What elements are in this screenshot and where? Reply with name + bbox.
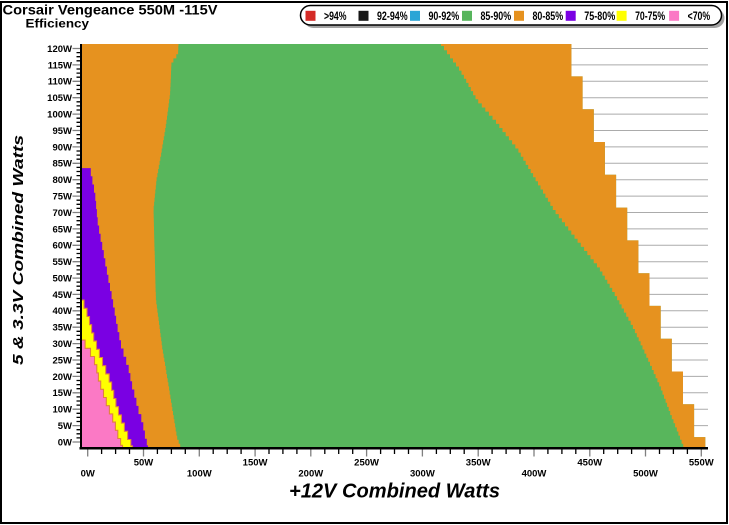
- svg-text:92-94%: 92-94%: [377, 11, 408, 23]
- svg-text:90-92%: 90-92%: [429, 11, 460, 23]
- svg-text:100W: 100W: [187, 468, 212, 479]
- svg-text:Efficiency: Efficiency: [26, 18, 90, 30]
- svg-text:110W: 110W: [48, 77, 72, 88]
- svg-text:40W: 40W: [52, 306, 72, 317]
- svg-text:Corsair Vengeance 550M -115V: Corsair Vengeance 550M -115V: [3, 1, 219, 17]
- svg-text:120W: 120W: [47, 44, 72, 55]
- svg-text:50W: 50W: [134, 458, 154, 469]
- svg-text:70W: 70W: [52, 208, 72, 219]
- svg-text:95W: 95W: [52, 126, 72, 137]
- svg-text:35W: 35W: [52, 323, 72, 334]
- svg-text:450W: 450W: [577, 458, 602, 469]
- svg-text:55W: 55W: [52, 257, 72, 268]
- svg-text:500W: 500W: [633, 468, 658, 479]
- svg-text:50W: 50W: [52, 273, 72, 284]
- svg-text:200W: 200W: [298, 468, 323, 479]
- svg-text:>94%: >94%: [324, 11, 347, 23]
- svg-text:65W: 65W: [52, 224, 72, 235]
- svg-text:85-90%: 85-90%: [481, 11, 512, 23]
- svg-text:550W: 550W: [689, 458, 714, 469]
- svg-text:85W: 85W: [52, 159, 72, 170]
- svg-text:10W: 10W: [52, 405, 72, 416]
- svg-text:75W: 75W: [52, 192, 72, 203]
- svg-text:15W: 15W: [52, 388, 72, 399]
- svg-text:350W: 350W: [466, 458, 491, 469]
- svg-text:60W: 60W: [52, 241, 72, 252]
- svg-text:0W: 0W: [58, 437, 72, 448]
- svg-text:70-75%: 70-75%: [635, 11, 665, 23]
- svg-text:0W: 0W: [81, 468, 95, 479]
- svg-text:80-85%: 80-85%: [533, 11, 564, 23]
- svg-text:5 & 3.3V Combined Watts: 5 & 3.3V Combined Watts: [10, 135, 27, 365]
- svg-text:105W: 105W: [47, 93, 72, 104]
- svg-text:<70%: <70%: [688, 11, 711, 23]
- svg-text:5W: 5W: [58, 421, 72, 432]
- svg-text:30W: 30W: [52, 339, 72, 350]
- svg-text:400W: 400W: [522, 468, 547, 479]
- svg-text:115W: 115W: [48, 60, 72, 71]
- svg-text:90W: 90W: [52, 142, 72, 153]
- svg-text:80W: 80W: [52, 175, 72, 186]
- svg-text:20W: 20W: [52, 372, 72, 383]
- svg-text:+12V Combined Watts: +12V Combined Watts: [289, 481, 500, 503]
- svg-text:300W: 300W: [410, 468, 435, 479]
- svg-text:45W: 45W: [52, 290, 72, 301]
- svg-text:100W: 100W: [47, 110, 72, 121]
- svg-text:150W: 150W: [243, 458, 268, 469]
- svg-text:75-80%: 75-80%: [584, 11, 615, 23]
- svg-text:25W: 25W: [52, 355, 72, 366]
- svg-text:250W: 250W: [354, 458, 379, 469]
